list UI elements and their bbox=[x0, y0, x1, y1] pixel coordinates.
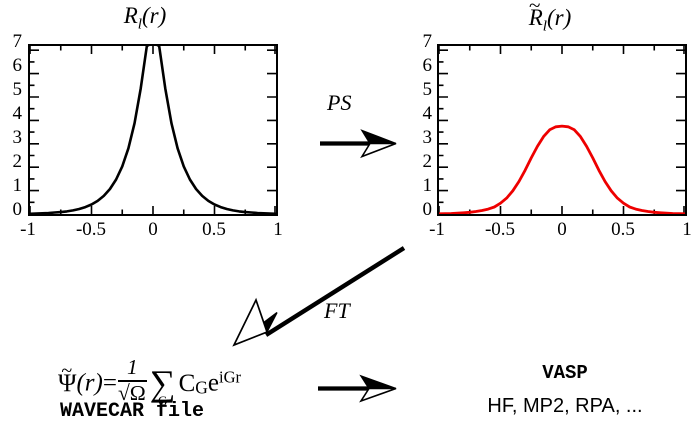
ytick-label-7: 7 bbox=[422, 31, 433, 52]
sigma-glyph: ∑ bbox=[149, 362, 176, 403]
ytick-label-1: 1 bbox=[12, 175, 23, 196]
normalization-fraction: 1 √Ω bbox=[117, 355, 147, 405]
ytick-label-4: 4 bbox=[12, 103, 23, 124]
tilde-accent-icon: ~ bbox=[61, 360, 73, 383]
fraction-bar bbox=[117, 379, 147, 382]
plot-area-pseudo bbox=[439, 46, 685, 214]
xtick-label-pos05: 0.5 bbox=[611, 219, 635, 240]
ytick-label-0: 0 bbox=[12, 199, 23, 220]
yaxis-ticks-left bbox=[30, 49, 39, 214]
yaxis-ticks-left bbox=[439, 49, 448, 214]
plot-frame-all-electron bbox=[28, 44, 278, 216]
panel-title-subscript: l bbox=[542, 17, 547, 35]
ytick-label-3: 3 bbox=[422, 127, 433, 148]
xtick-label-neg05: -0.5 bbox=[484, 219, 516, 240]
xaxis-ticks-top bbox=[30, 46, 276, 54]
panel-title-all-electron: Rl(r) bbox=[0, 4, 290, 32]
xtick-label-zero: 0 bbox=[148, 219, 158, 240]
exponential-exponent: iGr bbox=[219, 367, 242, 387]
formula-equals: = bbox=[102, 369, 117, 397]
xaxis-ticks-top bbox=[439, 46, 685, 54]
plane-wave-formula: ~ Ψ(r)= 1 √Ω ∑ G CGeiGr bbox=[58, 355, 242, 407]
ft-arrow-label: FT bbox=[324, 298, 350, 323]
ft-arrow-icon bbox=[232, 246, 406, 347]
ytick-label-4: 4 bbox=[422, 103, 433, 124]
panel-title-subscript: l bbox=[137, 15, 142, 33]
ytick-label-7: 7 bbox=[12, 31, 23, 52]
tilde-accent-icon: ~ bbox=[529, 0, 541, 17]
xtick-label-neg1: -1 bbox=[429, 219, 445, 240]
xtick-label-neg05: -0.5 bbox=[75, 219, 107, 240]
xtick-label-zero: 0 bbox=[557, 219, 567, 240]
ps-arrow-icon bbox=[320, 129, 397, 159]
ps-arrow-label: PS bbox=[327, 90, 352, 115]
vasp-arrow-icon bbox=[318, 374, 397, 403]
yaxis-ticks-right bbox=[676, 49, 685, 214]
panel-title-tilde-group: ~ R bbox=[528, 0, 543, 30]
panel-title-symbol: R bbox=[123, 3, 138, 28]
ytick-label-1: 1 bbox=[422, 175, 433, 196]
psi-symbol: Ψ bbox=[58, 369, 77, 397]
yaxis-ticks-right bbox=[267, 49, 276, 214]
omega-symbol: Ω bbox=[129, 379, 147, 405]
curve-all-electron bbox=[30, 46, 276, 214]
ytick-label-2: 2 bbox=[12, 151, 23, 172]
sqrt-icon: √ bbox=[117, 380, 130, 405]
ytick-label-6: 6 bbox=[422, 55, 433, 76]
xtick-label-neg1: -1 bbox=[20, 219, 36, 240]
summation-symbol: ∑ G bbox=[149, 362, 176, 407]
xtick-label-pos05: 0.5 bbox=[202, 219, 226, 240]
panel-all-electron: Rl(r) 0 1 2 3 4 5 6 7 bbox=[0, 0, 290, 240]
curve-pseudo bbox=[439, 124, 685, 214]
ytick-label-3: 3 bbox=[12, 127, 23, 148]
panel-title-argument: (r) bbox=[547, 5, 572, 30]
ytick-label-6: 6 bbox=[12, 55, 23, 76]
plot-area-all-electron bbox=[30, 46, 276, 214]
coefficient-symbol: C bbox=[178, 369, 196, 397]
coefficient-subscript: G bbox=[195, 377, 208, 398]
ytick-label-0: 0 bbox=[422, 199, 433, 220]
fraction-numerator: 1 bbox=[126, 355, 138, 379]
xtick-label-pos1: 1 bbox=[273, 219, 283, 240]
ytick-label-2: 2 bbox=[422, 151, 433, 172]
wavecar-file-caption: WAVECAR file bbox=[60, 400, 205, 423]
panel-title-argument: (r) bbox=[142, 3, 167, 28]
xtick-label-pos1: 1 bbox=[682, 219, 692, 240]
panel-title-symbol: R bbox=[528, 5, 543, 30]
ytick-label-5: 5 bbox=[12, 79, 23, 100]
exponential-base: e bbox=[207, 369, 220, 397]
psi-tilde-group: ~ Ψ bbox=[58, 361, 77, 397]
panel-title-pseudo: ~ Rl(r) bbox=[410, 0, 690, 35]
formula-argument: (r) bbox=[76, 369, 103, 397]
plot-frame-pseudo bbox=[437, 44, 687, 216]
summation-index: G bbox=[157, 392, 168, 408]
methods-label: HF, MP2, RPA, ... bbox=[487, 395, 643, 417]
ytick-label-5: 5 bbox=[422, 79, 433, 100]
panel-pseudo: ~ Rl(r) 0 1 2 3 4 5 6 7 bbox=[410, 0, 700, 240]
vasp-program-label: VASP bbox=[542, 362, 588, 384]
fraction-denominator: √Ω bbox=[117, 379, 147, 405]
